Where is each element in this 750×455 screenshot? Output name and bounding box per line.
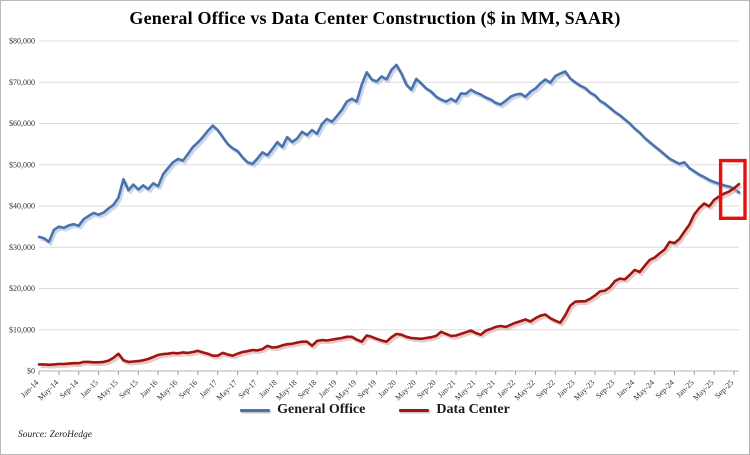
x-axis-tick-label: Sep-16 [177,378,199,400]
x-axis-tick-label: May-20 [393,378,417,402]
x-axis-tick-label: May-22 [513,378,537,402]
chart-title: General Office vs Data Center Constructi… [129,8,621,28]
x-axis-tick-label: May-23 [572,378,596,402]
y-axis-tick-label: $30,000 [9,243,35,252]
y-axis-tick-label: $50,000 [9,160,35,169]
x-axis-tick-label: May-15 [96,378,120,402]
legend-swatch-data-center [399,408,430,412]
series-line-data-center [37,182,741,367]
x-axis-tick-label: May-17 [215,378,239,402]
x-axis-tick-label: Sep-19 [356,378,378,400]
x-axis-tick-label: Sep-23 [594,378,616,400]
chart-legend: General Office Data Center [1,402,749,418]
y-axis-tick-label: $40,000 [9,202,35,211]
x-axis-tick-label: Sep-25 [713,378,735,400]
x-axis-tick-label: May-25 [691,378,715,402]
x-axis-tick-label: May-16 [155,378,179,402]
x-axis-tick-label: May-19 [334,378,358,402]
y-axis-tick-label: $70,000 [9,78,35,87]
x-axis-tick-label: Sep-15 [117,378,139,400]
source-note: Source: ZeroHedge [18,430,92,440]
series-line-general-office [37,63,741,244]
y-axis-tick-label: $80,000 [9,37,35,46]
y-axis-tick-label: $60,000 [9,119,35,128]
y-axis-tick-label: $0 [27,367,35,376]
legend-entry-general-office: General Office [240,402,365,418]
legend-label-general-office: General Office [277,402,366,417]
y-axis-tick-label: $20,000 [9,284,35,293]
y-axis-tick-label: $10,000 [9,325,35,334]
x-axis-tick-label: Sep-21 [475,378,497,400]
legend-label-data-center: Data Center [436,402,510,417]
x-axis-tick-label: May-18 [274,378,298,402]
legend-entry-data-center: Data Center [399,402,510,418]
x-axis-tick-label: Sep-18 [296,378,318,400]
highlight-rectangle [718,158,747,221]
legend-swatch-general-office [240,408,271,412]
x-axis-tick-label: May-14 [36,378,60,402]
x-axis-tick-label: Sep-17 [236,378,258,400]
x-axis-tick-label: Sep-22 [534,378,556,400]
x-axis-tick-label: May-24 [632,378,656,402]
series-shadow-data-center [40,185,742,369]
x-axis-tick-label: Sep-24 [654,378,676,400]
x-axis-tick-label: May-21 [453,378,477,402]
x-axis-tick-label: Sep-20 [415,378,437,400]
series-shadow-general-office [40,65,742,246]
x-axis-tick-label: Sep-14 [58,378,80,400]
